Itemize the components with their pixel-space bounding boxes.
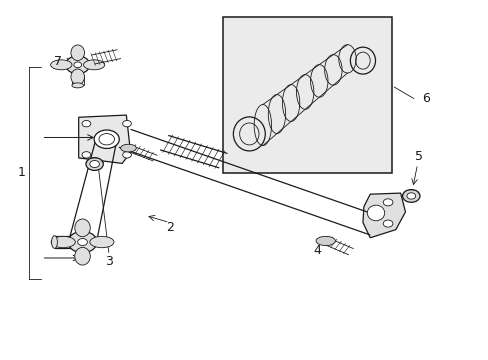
Ellipse shape bbox=[52, 236, 57, 248]
Ellipse shape bbox=[90, 161, 99, 168]
Text: 2: 2 bbox=[165, 221, 173, 234]
Ellipse shape bbox=[75, 219, 90, 237]
Ellipse shape bbox=[75, 247, 90, 265]
Ellipse shape bbox=[71, 69, 84, 85]
Ellipse shape bbox=[82, 152, 91, 158]
Ellipse shape bbox=[122, 152, 131, 158]
Ellipse shape bbox=[122, 121, 131, 127]
Ellipse shape bbox=[68, 231, 97, 253]
Ellipse shape bbox=[383, 220, 392, 227]
Ellipse shape bbox=[315, 237, 335, 246]
Ellipse shape bbox=[71, 45, 84, 60]
Ellipse shape bbox=[94, 130, 119, 148]
Ellipse shape bbox=[121, 144, 136, 152]
Polygon shape bbox=[79, 115, 130, 163]
Text: 7: 7 bbox=[54, 55, 62, 68]
Ellipse shape bbox=[51, 60, 72, 70]
Text: 5: 5 bbox=[414, 150, 422, 163]
Ellipse shape bbox=[402, 190, 419, 202]
Ellipse shape bbox=[65, 56, 90, 74]
Ellipse shape bbox=[78, 238, 87, 246]
Ellipse shape bbox=[82, 121, 91, 127]
Ellipse shape bbox=[72, 83, 83, 88]
Text: 3: 3 bbox=[105, 255, 113, 268]
Ellipse shape bbox=[383, 199, 392, 206]
Polygon shape bbox=[362, 193, 405, 238]
Ellipse shape bbox=[83, 60, 104, 70]
Ellipse shape bbox=[74, 62, 81, 68]
Ellipse shape bbox=[406, 193, 415, 199]
Ellipse shape bbox=[86, 158, 103, 170]
Bar bbox=[223, 17, 391, 173]
Text: 4: 4 bbox=[312, 244, 320, 257]
Ellipse shape bbox=[90, 237, 114, 248]
Text: 1: 1 bbox=[17, 166, 25, 179]
Ellipse shape bbox=[366, 205, 384, 221]
Text: 6: 6 bbox=[421, 92, 429, 105]
Ellipse shape bbox=[51, 237, 75, 248]
